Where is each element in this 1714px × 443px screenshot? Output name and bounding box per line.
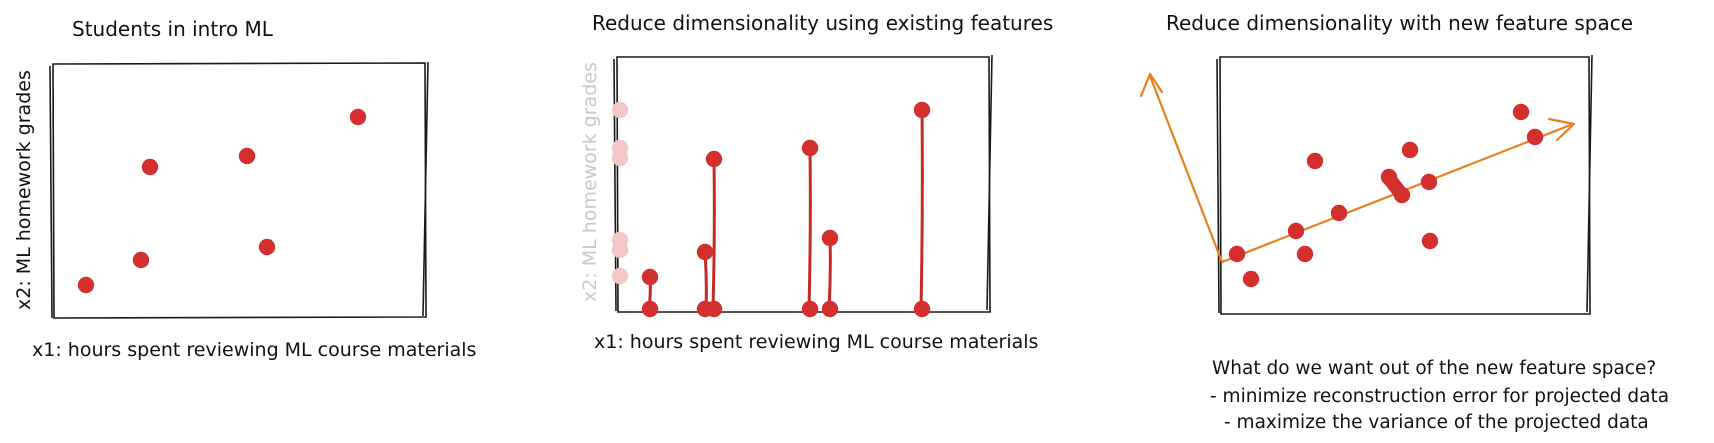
projection-line <box>919 108 924 311</box>
data-point <box>1306 152 1324 170</box>
panel3-points <box>1228 103 1544 288</box>
data-point <box>1287 222 1305 240</box>
projected-point <box>705 300 723 318</box>
data-point <box>1242 270 1260 288</box>
new-feature-axes <box>1139 72 1576 264</box>
question-text: What do we want out of the new feature s… <box>1212 358 1656 379</box>
data-point <box>1421 232 1439 250</box>
faded-point <box>611 241 629 259</box>
projection-line <box>827 236 832 311</box>
data-point <box>1330 204 1348 222</box>
faded-point <box>611 149 629 167</box>
panel1-y-axis-label: x2: ML homework grades <box>13 70 35 310</box>
data-point <box>1512 103 1530 121</box>
panel3-frame-sketch <box>1216 54 1593 314</box>
data-point <box>821 229 839 247</box>
data-point <box>141 158 159 176</box>
panel-new-feature-space: Reduce dimensionality with new feature s… <box>1139 11 1669 433</box>
new-axis-2-arrowhead <box>1139 72 1164 98</box>
data-point <box>1393 186 1411 204</box>
panel2-projection-lines <box>647 108 924 311</box>
data-point <box>696 243 714 261</box>
data-point <box>1228 245 1246 263</box>
data-point <box>913 101 931 119</box>
data-point <box>349 108 367 126</box>
faded-point <box>611 267 629 285</box>
panel2-frame-sketch <box>613 54 993 312</box>
data-point <box>641 268 659 286</box>
new-axis-1-arrowhead <box>1547 117 1576 142</box>
panel3-plot-frame <box>1219 56 1591 315</box>
data-point <box>705 150 723 168</box>
data-point <box>1296 245 1314 263</box>
panel2-y-axis-label-faded: x2: ML homework grades <box>579 62 601 302</box>
data-point <box>1401 141 1419 159</box>
faded-point <box>611 101 629 119</box>
data-point <box>238 147 256 165</box>
projected-point <box>801 300 819 318</box>
projected-point <box>821 300 839 318</box>
data-point <box>1420 173 1438 191</box>
data-point <box>77 276 95 294</box>
new-axis-2-line <box>1148 74 1224 264</box>
goal-minimize-reconstruction: - minimize reconstruction error for proj… <box>1210 386 1669 407</box>
data-point <box>258 238 276 256</box>
projection-line <box>703 250 708 311</box>
panel1-points <box>77 108 367 294</box>
goal-maximize-variance: - maximize the variance of the projected… <box>1224 412 1649 433</box>
data-point <box>132 251 150 269</box>
panel3-title: Reduce dimensionality with new feature s… <box>1166 11 1633 35</box>
panel2-faded-y-points <box>611 101 629 285</box>
data-point <box>1380 168 1398 186</box>
panel2-x-axis-label: x1: hours spent reviewing ML course mate… <box>594 331 1038 353</box>
projection-line <box>807 146 812 311</box>
panel2-title: Reduce dimensionality using existing fea… <box>592 11 1053 35</box>
panel2-points <box>641 101 931 318</box>
panel2-plot-frame <box>616 56 991 313</box>
projected-point <box>641 300 659 318</box>
projection-line <box>711 157 716 311</box>
panel1-x-axis-label: x1: hours spent reviewing ML course mate… <box>32 339 476 361</box>
data-point <box>1526 128 1544 146</box>
panel-original-data: Students in intro ML x2: ML homework gra… <box>13 17 476 361</box>
panel1-plot-frame <box>52 62 427 319</box>
panel1-title: Students in intro ML <box>72 17 274 41</box>
data-point <box>801 139 819 157</box>
panel1-frame-sketch <box>49 61 429 319</box>
projected-point <box>913 300 931 318</box>
panel-projection-existing-feature: Reduce dimensionality using existing fea… <box>579 11 1053 353</box>
